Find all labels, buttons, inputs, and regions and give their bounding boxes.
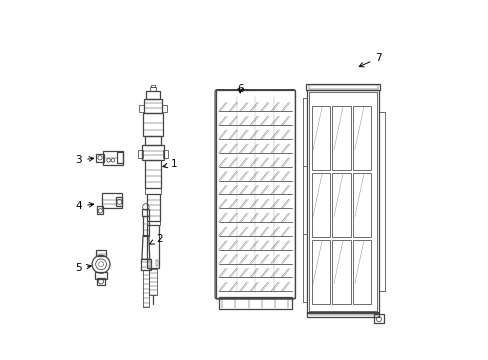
Bar: [306, 90, 378, 313]
Bar: [142, 270, 149, 307]
Bar: [332, 240, 350, 304]
Bar: [142, 216, 148, 235]
Text: 5: 5: [75, 263, 91, 273]
Text: 3: 3: [75, 155, 93, 165]
Text: 6: 6: [236, 84, 243, 94]
Bar: [96, 250, 106, 256]
Text: 7: 7: [359, 53, 381, 67]
Bar: [311, 240, 329, 304]
Bar: [142, 145, 163, 159]
Text: 1: 1: [163, 159, 178, 169]
Bar: [311, 106, 329, 170]
Bar: [378, 112, 385, 291]
Bar: [215, 90, 294, 298]
Bar: [141, 259, 151, 270]
Bar: [353, 240, 371, 304]
Bar: [151, 85, 155, 87]
Bar: [95, 272, 106, 279]
Bar: [332, 106, 350, 170]
Bar: [116, 197, 122, 206]
Bar: [145, 188, 161, 194]
Bar: [144, 99, 162, 113]
Bar: [97, 278, 104, 285]
Bar: [117, 152, 122, 163]
Text: 2: 2: [149, 234, 162, 244]
Bar: [156, 260, 158, 266]
Bar: [146, 221, 159, 225]
Bar: [147, 225, 159, 268]
Bar: [145, 136, 161, 145]
Bar: [306, 312, 378, 317]
Bar: [142, 210, 149, 216]
Bar: [309, 93, 376, 311]
Bar: [102, 151, 122, 165]
Bar: [218, 297, 291, 309]
Bar: [149, 269, 156, 295]
Bar: [311, 173, 329, 237]
Bar: [163, 149, 168, 158]
Bar: [102, 193, 122, 208]
Bar: [308, 85, 377, 89]
Bar: [146, 194, 159, 221]
Bar: [148, 260, 150, 266]
Bar: [138, 149, 143, 158]
Bar: [162, 105, 166, 112]
Bar: [150, 87, 156, 91]
Bar: [353, 173, 371, 237]
Bar: [139, 105, 144, 112]
Bar: [97, 206, 103, 214]
Bar: [373, 315, 384, 323]
Bar: [305, 84, 379, 90]
Text: 4: 4: [75, 201, 93, 211]
Bar: [142, 113, 163, 136]
Bar: [353, 106, 371, 170]
Bar: [145, 91, 160, 99]
Bar: [145, 159, 161, 188]
Bar: [332, 173, 350, 237]
Bar: [96, 154, 103, 162]
